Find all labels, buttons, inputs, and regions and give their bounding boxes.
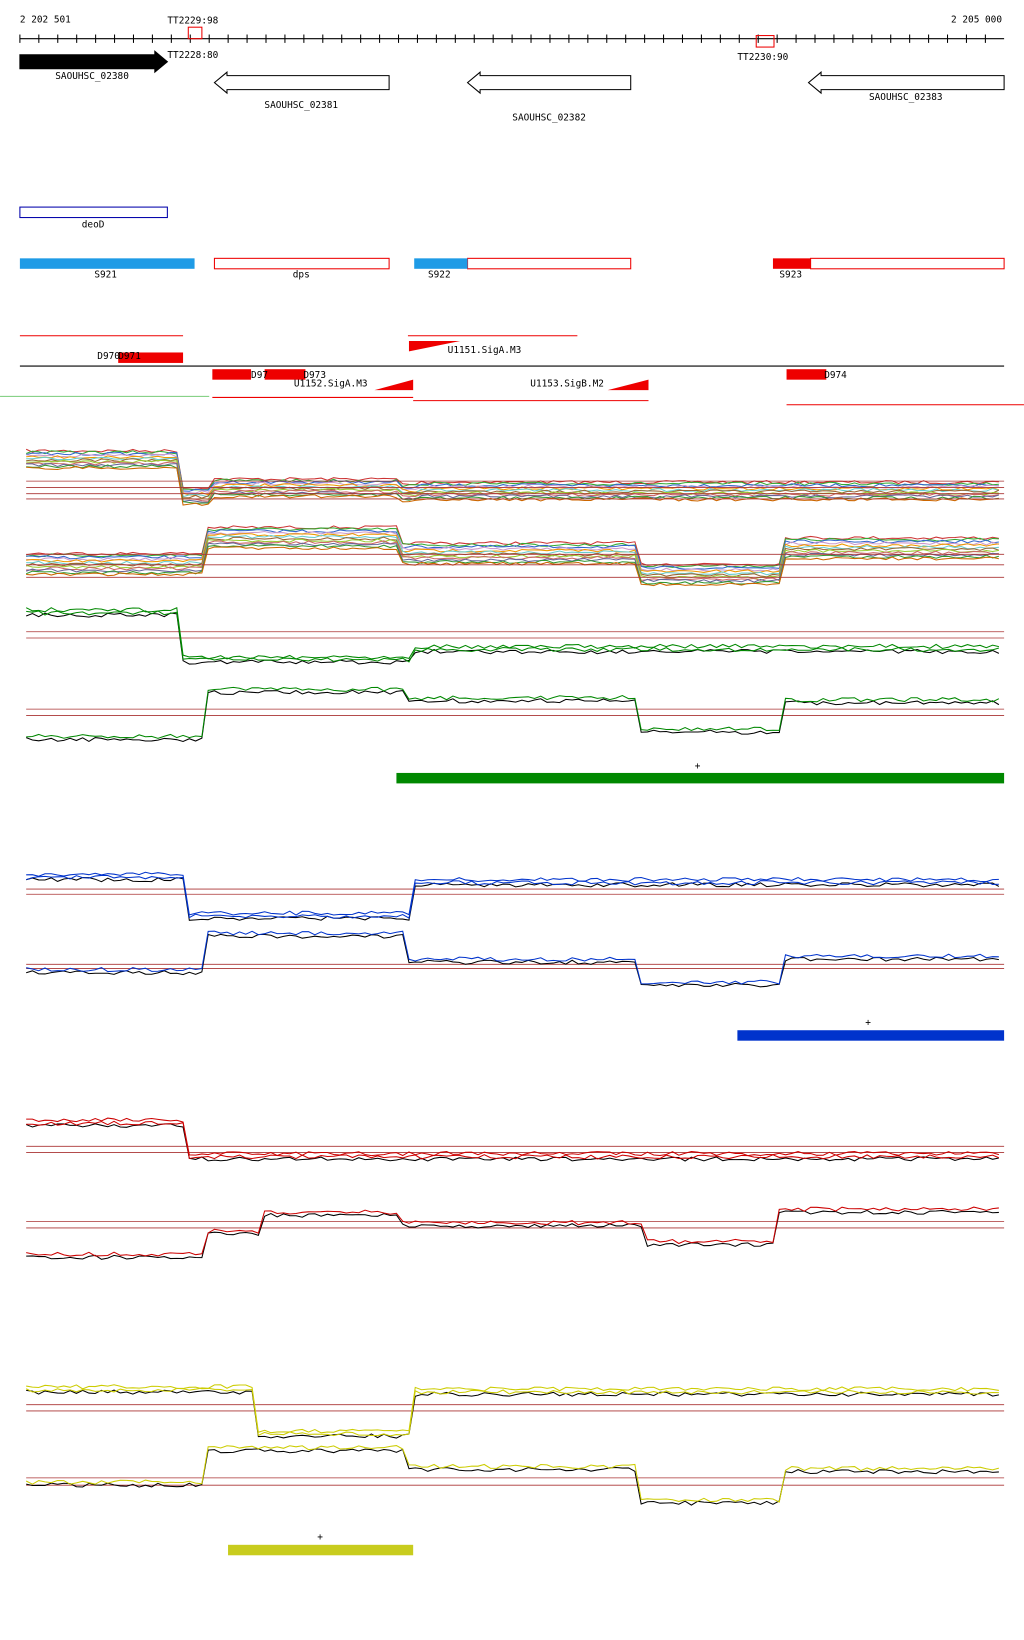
annotation: [772, 258, 811, 269]
profile: [25, 1445, 1000, 1503]
cluster-bar: [396, 772, 1005, 784]
label: 2 205 000: [951, 14, 1002, 25]
label: TT2230:90: [737, 52, 788, 63]
profile: [26, 465, 999, 506]
segment: [786, 369, 827, 380]
label: D97: [251, 370, 268, 381]
profile: [26, 933, 999, 988]
profile: [26, 458, 1000, 499]
gene-arrow: [19, 50, 169, 74]
profile: [26, 877, 1000, 921]
profile: [26, 529, 999, 570]
profile: [26, 1389, 999, 1439]
profile: [25, 536, 1000, 578]
profile: [26, 456, 1000, 498]
label: TT2228:80: [167, 50, 218, 61]
label: +: [695, 761, 701, 772]
label: D973: [303, 370, 326, 381]
annotation: [467, 257, 632, 270]
gene-arrow: [213, 71, 390, 95]
label: SAOUHSC_02380: [55, 71, 129, 82]
terminator: [187, 26, 203, 40]
cluster-bar: [737, 1030, 1005, 1041]
profile: [26, 1120, 1000, 1160]
profile: [26, 610, 1000, 663]
profile: [26, 930, 999, 985]
profile: [25, 689, 1000, 743]
profile: [26, 871, 999, 916]
profile: [26, 451, 999, 492]
profile: [26, 540, 999, 582]
profile: [25, 544, 1000, 585]
annotation: [810, 257, 1005, 270]
profile: [26, 1384, 999, 1434]
annotation: [213, 257, 390, 270]
label: TT2229:98: [167, 15, 218, 26]
profile: [26, 542, 999, 583]
label: S922: [428, 270, 451, 281]
profile: [26, 532, 999, 573]
label: dps: [293, 270, 310, 281]
profile: [26, 546, 999, 587]
label: 2 202 501: [20, 14, 71, 25]
profile: [26, 1206, 999, 1257]
label: S921: [94, 270, 117, 281]
gene-arrow: [466, 71, 632, 95]
label: +: [865, 1017, 871, 1028]
label: D971: [118, 351, 141, 362]
label: U1153.SigB.M2: [530, 378, 604, 389]
profile: [25, 450, 999, 491]
segment: [264, 369, 306, 380]
profile: [26, 463, 1000, 503]
label: U1151.SigA.M3: [448, 345, 522, 356]
cluster-bar: [228, 1544, 414, 1556]
label: D970: [97, 351, 120, 362]
profile: [26, 525, 999, 567]
segment: [212, 369, 252, 380]
profile: [25, 607, 999, 660]
label: SAOUHSC_02381: [264, 100, 338, 111]
profile: [26, 527, 999, 568]
label: SAOUHSC_02382: [512, 113, 586, 124]
gene-arrow: [807, 71, 1005, 95]
terminator: [755, 35, 775, 48]
annotation: [19, 206, 168, 219]
profile: [25, 1387, 999, 1437]
label: D974: [824, 370, 847, 381]
promoter: [607, 379, 649, 391]
profile: [26, 464, 999, 504]
label: U1152.SigA.M3: [294, 378, 368, 389]
segment: [118, 352, 184, 363]
profile: [25, 1123, 999, 1162]
profile: [26, 1209, 999, 1260]
label: deoD: [82, 219, 105, 230]
annotation: [414, 258, 468, 269]
promoter: [408, 340, 461, 352]
profile: [26, 874, 999, 919]
profile: [26, 1448, 999, 1506]
label: SAOUHSC_02383: [869, 92, 943, 103]
promoter: [374, 379, 414, 391]
label: +: [317, 1532, 323, 1543]
profile: [25, 612, 1000, 665]
profile: [26, 686, 1000, 739]
label: S923: [779, 270, 802, 281]
annotation: [19, 258, 195, 269]
